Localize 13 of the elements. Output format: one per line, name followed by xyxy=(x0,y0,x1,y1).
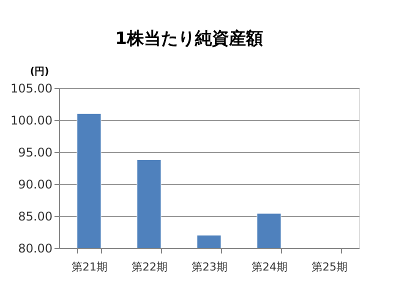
y-tick-label: 85.00 xyxy=(18,210,52,224)
x-tick-label: 第25期 xyxy=(312,260,348,274)
x-tick-label: 第22期 xyxy=(132,260,168,274)
chart-title: 1株当たり純資産額 xyxy=(115,29,263,49)
y-tick-label: 100.00 xyxy=(10,114,52,128)
x-tick-label: 第24期 xyxy=(252,260,288,274)
x-tick-label: 第21期 xyxy=(72,260,108,274)
y-tick-label: 105.00 xyxy=(10,82,52,96)
y-tick-label: 80.00 xyxy=(18,242,52,256)
y-tick-label: 90.00 xyxy=(18,178,52,192)
y-axis-title: (円) xyxy=(30,66,50,78)
y-tick-label: 95.00 xyxy=(18,146,52,160)
x-tick-label: 第23期 xyxy=(192,260,228,274)
